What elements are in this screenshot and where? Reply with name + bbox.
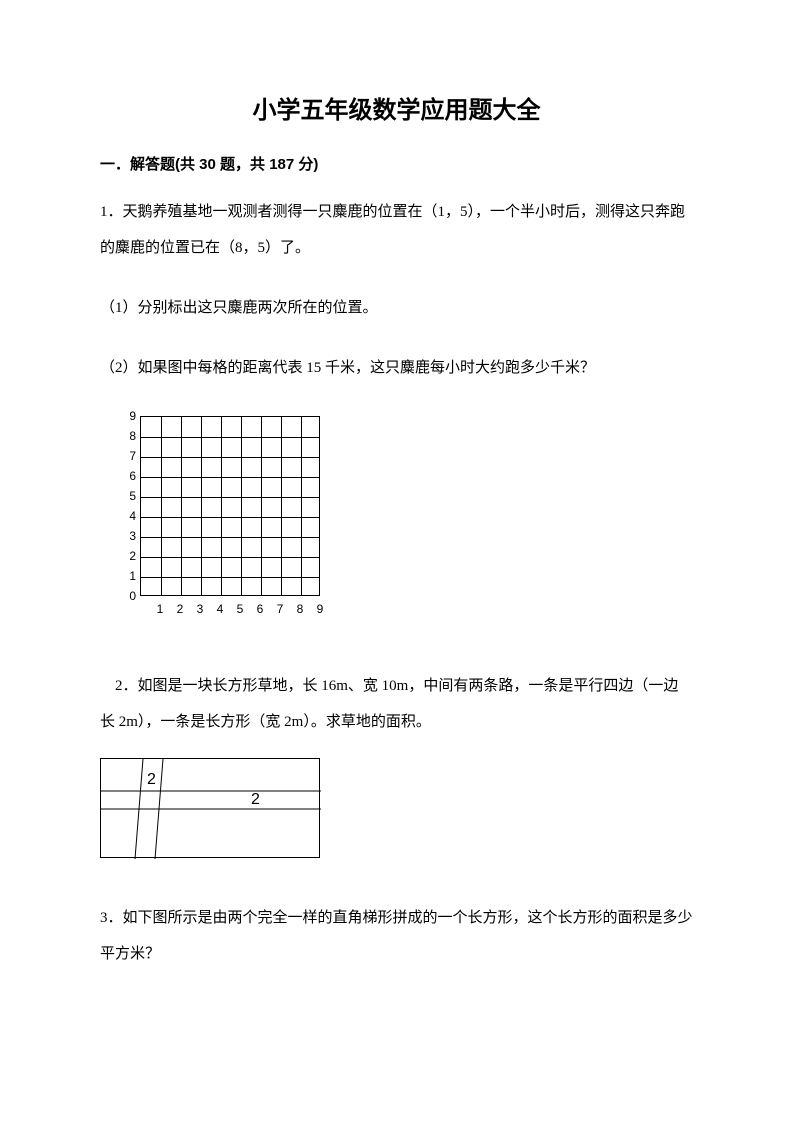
grid-x-label: 2 — [174, 602, 186, 616]
q2-figure-wrap: 2 2 — [100, 758, 693, 858]
q2-text: 2．如图是一块长方形草地，长 16m、宽 10m，中间有两条路，一条是平行四边（… — [100, 668, 693, 740]
q2-svg — [101, 759, 321, 859]
grid-line-h — [141, 517, 319, 518]
grid-line-h — [141, 437, 319, 438]
grid-y-label: 4 — [124, 509, 136, 523]
grid-line-v — [221, 417, 222, 595]
grid-x-label: 4 — [214, 602, 226, 616]
grid-y-label: 2 — [124, 549, 136, 563]
grid-x-label: 9 — [314, 602, 326, 616]
q1-sub1: （1）分别标出这只麋鹿两次所在的位置。 — [100, 290, 693, 326]
grid-line-v — [301, 417, 302, 595]
grid-y-label: 1 — [124, 569, 136, 583]
grid-line-v — [161, 417, 162, 595]
grid-y-label: 3 — [124, 529, 136, 543]
grid-line-v — [261, 417, 262, 595]
grid-line-v — [181, 417, 182, 595]
grid-x-label: 8 — [294, 602, 306, 616]
grid-x-label: 7 — [274, 602, 286, 616]
q1-sub2: （2）如果图中每格的距离代表 15 千米，这只麋鹿每小时大约跑多少千米？ — [100, 350, 693, 386]
grid-line-h — [141, 537, 319, 538]
q2-label-right: 2 — [251, 791, 260, 809]
grid-line-h — [141, 497, 319, 498]
grid-y-label: 8 — [124, 429, 136, 443]
section-header: 一．解答题(共 30 题，共 187 分) — [100, 153, 693, 174]
q1-text: 1．天鹅养殖基地一观测者测得一只麋鹿的位置在（1，5），一个半小时后，测得这只奔… — [100, 194, 693, 266]
grid-line-v — [281, 417, 282, 595]
grid-x-label: 6 — [254, 602, 266, 616]
grid-box — [140, 416, 320, 596]
grid-line-h — [141, 557, 319, 558]
page-title: 小学五年级数学应用题大全 — [100, 90, 693, 125]
grid-x-label: 1 — [154, 602, 166, 616]
grid-y-label: 5 — [124, 489, 136, 503]
grid-line-h — [141, 477, 319, 478]
page: 小学五年级数学应用题大全 一．解答题(共 30 题，共 187 分) 1．天鹅养… — [0, 0, 793, 1122]
q2-label-left: 2 — [147, 771, 156, 789]
grid-line-v — [201, 417, 202, 595]
grid-x-label: 5 — [234, 602, 246, 616]
grid-x-label: 3 — [194, 602, 206, 616]
grid-line-v — [241, 417, 242, 595]
q2-figure: 2 2 — [100, 758, 320, 858]
grid-y-label: 0 — [124, 589, 136, 603]
grid-line-h — [141, 577, 319, 578]
section-detail: (共 30 题，共 187 分) — [175, 156, 318, 173]
q3-text: 3．如下图所示是由两个完全一样的直角梯形拼成的一个长方形，这个长方形的面积是多少… — [100, 900, 693, 972]
grid-line-h — [141, 457, 319, 458]
grid-y-label: 9 — [124, 409, 136, 423]
q1-grid-chart: 9876543210123456789 — [110, 416, 340, 626]
section-prefix: 一．解答题 — [100, 156, 175, 173]
grid-y-label: 6 — [124, 469, 136, 483]
grid-y-label: 7 — [124, 449, 136, 463]
